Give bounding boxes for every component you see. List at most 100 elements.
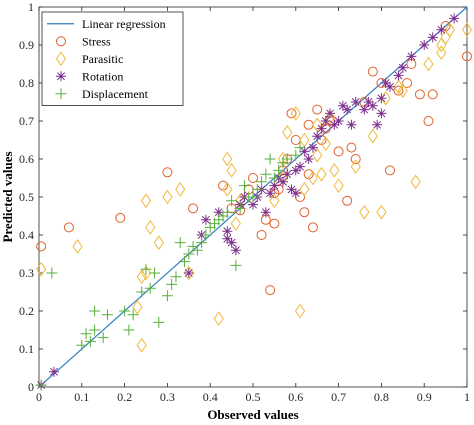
marker-shape (226, 195, 238, 207)
data-point (367, 128, 378, 144)
marker-shape (367, 128, 378, 144)
marker-shape (295, 161, 306, 172)
marker-shape (153, 316, 165, 328)
data-point (282, 169, 293, 180)
legend-marker (55, 51, 67, 67)
data-point (153, 235, 164, 250)
data-point (161, 290, 173, 302)
marker-shape (286, 108, 297, 119)
marker-shape (294, 142, 306, 154)
data-point (393, 79, 404, 95)
data-point (101, 309, 113, 321)
data-point (48, 366, 59, 377)
marker-shape (350, 154, 361, 164)
marker-shape (303, 154, 314, 164)
marker-shape (97, 332, 109, 344)
marker-shape (380, 78, 391, 88)
data-point (97, 332, 109, 344)
marker-shape (230, 245, 241, 256)
marker-shape (80, 328, 92, 340)
marker-shape (269, 193, 280, 209)
data-point (144, 282, 156, 294)
marker-shape (350, 97, 361, 107)
data-point (221, 206, 233, 218)
data-point (222, 151, 233, 167)
marker-shape (238, 180, 250, 192)
data-point (376, 93, 387, 104)
marker-shape (312, 104, 323, 115)
data-point (200, 229, 212, 241)
data-point (444, 22, 455, 38)
data-point (238, 180, 250, 192)
marker-shape (234, 202, 246, 214)
data-point (269, 193, 280, 209)
marker-shape (325, 108, 336, 119)
data-point (174, 237, 186, 249)
data-point (136, 337, 147, 353)
data-point (89, 305, 101, 317)
data-point (384, 81, 395, 92)
legend-label: Stress (82, 34, 111, 48)
y-tick-label: 0.3 (19, 266, 34, 280)
data-point (393, 70, 404, 81)
data-point (320, 116, 331, 126)
data-point (89, 324, 101, 336)
data-point (234, 202, 246, 214)
marker-shape (230, 216, 241, 231)
marker-shape (260, 207, 271, 218)
legend-label: Linear regression (82, 17, 166, 31)
marker-shape (140, 263, 152, 275)
marker-shape (342, 195, 353, 206)
marker-shape (312, 147, 323, 163)
marker-shape (427, 32, 438, 43)
marker-shape (393, 70, 404, 81)
data-point (449, 13, 460, 24)
marker-shape (191, 244, 203, 256)
data-point (247, 191, 259, 203)
data-point (166, 278, 178, 290)
y-tick-label: 0.6 (19, 152, 34, 166)
marker-shape (367, 66, 378, 77)
marker-shape (320, 116, 331, 126)
marker-shape (423, 56, 434, 72)
marker-shape (462, 51, 472, 62)
data-point (277, 176, 288, 187)
marker-shape (72, 239, 83, 254)
marker-shape (290, 165, 301, 176)
marker-shape (324, 109, 336, 125)
data-point (316, 123, 327, 134)
data-point (200, 214, 211, 225)
marker-shape (393, 85, 404, 96)
marker-shape (269, 218, 280, 229)
data-point (286, 184, 297, 195)
x-tick-label: 0.4 (203, 390, 218, 404)
data-point (230, 216, 241, 231)
data-point (222, 182, 233, 197)
marker-shape (427, 89, 438, 100)
marker-shape (248, 199, 258, 210)
marker-shape (333, 178, 344, 193)
marker-shape (265, 188, 276, 199)
data-point (333, 116, 344, 126)
marker-shape (166, 278, 178, 290)
data-point (333, 178, 344, 193)
data-point (264, 153, 276, 165)
marker-shape (174, 237, 186, 249)
marker-shape (36, 261, 47, 277)
y-tick-label: 0.7 (19, 114, 34, 128)
data-point (123, 324, 135, 336)
data-point (179, 256, 191, 268)
data-point (307, 170, 319, 186)
data-point (462, 51, 472, 62)
data-point (132, 299, 143, 315)
marker-shape (162, 167, 173, 178)
data-point (406, 51, 417, 62)
y-axis-label: Predicted values (0, 151, 15, 242)
marker-shape (145, 220, 156, 235)
data-point (72, 239, 83, 254)
data-point (312, 147, 323, 163)
marker-shape (277, 176, 288, 187)
marker-shape (251, 183, 263, 195)
marker-shape (436, 45, 447, 60)
legend: Linear regression Stress Parasitic Rotation… (41, 11, 184, 106)
